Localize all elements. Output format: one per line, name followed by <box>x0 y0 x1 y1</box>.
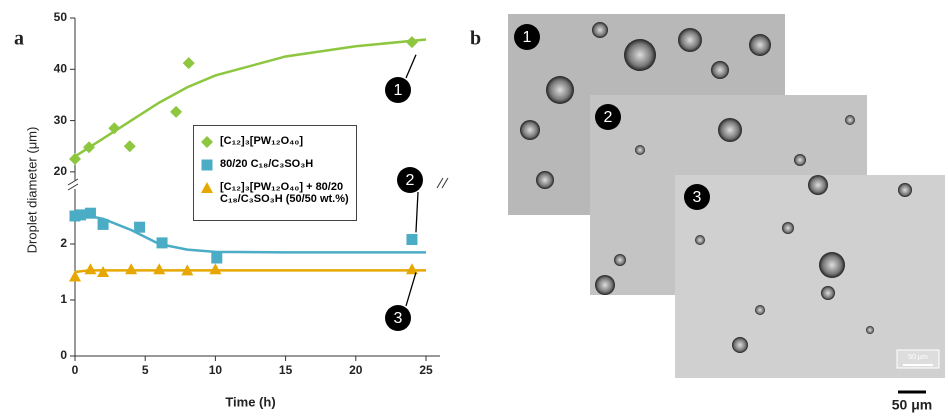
marker <box>170 105 183 118</box>
x-tick-label: 20 <box>349 363 363 377</box>
marker <box>84 207 96 219</box>
legend-entry: [C₁₂]₃[PW₁₂O₄₀] + 80/20 C₁₈/C₃SO₃H (50/5… <box>198 181 352 205</box>
legend: [C₁₂]₃[PW₁₂O₄₀] 80/20 C₁₈/C₃SO₃H [C₁₂]₃[PW… <box>193 125 357 221</box>
annotation: 3 <box>394 310 403 327</box>
marker <box>125 263 138 275</box>
legend-label: [C₁₂]₃[PW₁₂O₄₀] + 80/20 C₁₈/C₃SO₃H (50/5… <box>220 181 349 205</box>
inset-scale: 50 μm <box>908 354 928 361</box>
marker <box>69 270 81 282</box>
marker <box>209 263 222 275</box>
y-tick-label: 30 <box>54 113 68 127</box>
marker <box>211 252 223 264</box>
legend-label: [C₁₂]₃[PW₁₂O₄₀] <box>220 135 304 147</box>
marker <box>201 159 213 171</box>
marker <box>406 234 418 246</box>
annotation-badge <box>385 305 411 331</box>
panel-label: a <box>14 28 24 50</box>
annotation: 2 <box>406 172 415 189</box>
image-number: 2 <box>604 109 613 126</box>
marker <box>182 57 195 70</box>
legend-entry: [C₁₂]₃[PW₁₂O₄₀] <box>198 135 352 149</box>
marker <box>83 141 96 154</box>
image-number: 1 <box>523 29 532 46</box>
marker <box>405 263 418 275</box>
marker <box>69 210 81 222</box>
y-tick-label: 20 <box>54 164 68 178</box>
marker <box>97 218 109 230</box>
y-axis-label: Droplet diameter (μm) <box>24 127 39 254</box>
legend-symbol <box>201 159 213 171</box>
y-tick-label: 1 <box>60 292 67 306</box>
annotation-badge <box>397 167 423 193</box>
x-tick-label: 25 <box>419 363 433 377</box>
marker <box>97 266 110 277</box>
annotation-arrow <box>415 191 419 233</box>
marker <box>181 264 194 276</box>
legend-symbol <box>201 182 213 193</box>
x-tick-label: 15 <box>279 363 293 377</box>
panel-label: b <box>470 28 481 50</box>
annotation-badge <box>385 77 411 103</box>
y-tick-label: 40 <box>54 61 68 75</box>
scale-bar-label: 50 μm <box>892 397 932 413</box>
marker <box>108 122 121 135</box>
y-tick-label: 50 <box>54 10 68 24</box>
marker <box>156 237 168 249</box>
marker <box>201 182 213 193</box>
image-number: 3 <box>693 189 702 206</box>
marker <box>84 263 97 275</box>
marker <box>405 36 418 49</box>
annotation-arrow <box>405 272 417 307</box>
marker <box>123 140 136 153</box>
x-tick-label: 10 <box>209 363 223 377</box>
x-axis-label: Time (h) <box>225 394 275 409</box>
x-tick-label: 5 <box>142 363 149 377</box>
marker <box>134 221 146 233</box>
marker <box>153 263 166 275</box>
marker <box>69 153 81 166</box>
y-tick-label: 0 <box>60 348 67 362</box>
legend-symbol <box>201 136 213 148</box>
fit-line <box>74 38 427 158</box>
axis-break <box>67 178 79 191</box>
legend-label: 80/20 C₁₈/C₃SO₃H <box>220 158 314 170</box>
annotation-arrow <box>405 54 417 79</box>
y-tick-label: 2 <box>60 236 67 250</box>
marker <box>201 136 213 148</box>
marker <box>75 209 87 221</box>
axis-break <box>436 177 449 189</box>
annotation: 1 <box>394 82 403 99</box>
x-tick-label: 0 <box>72 363 79 377</box>
micrograph <box>675 175 945 378</box>
legend-entry: 80/20 C₁₈/C₃SO₃H <box>198 158 352 172</box>
